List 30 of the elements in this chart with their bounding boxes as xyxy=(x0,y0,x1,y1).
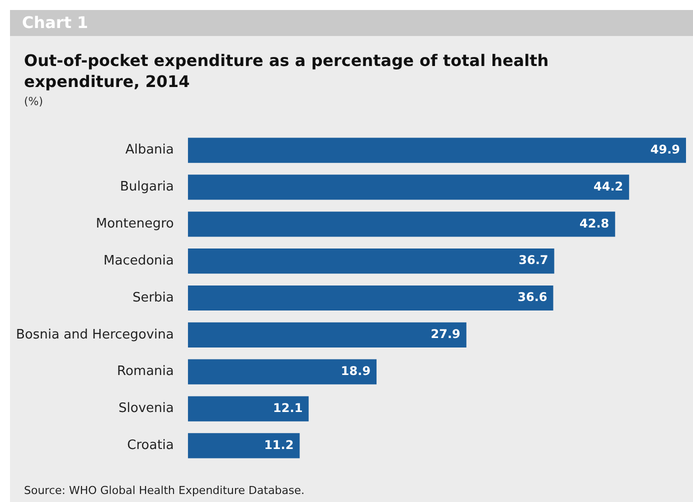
y-tick-label: Macedonia xyxy=(104,253,174,268)
data-label: 42.8 xyxy=(580,216,610,230)
y-tick-label: Serbia xyxy=(132,290,174,306)
data-label: 36.6 xyxy=(518,290,548,304)
y-tick-label: Albania xyxy=(125,142,174,158)
bar xyxy=(188,174,630,200)
bar xyxy=(188,138,686,163)
bar xyxy=(188,322,466,348)
y-tick-label: Bosnia and Hercegovina xyxy=(16,327,174,342)
text: (%) xyxy=(24,95,44,108)
y-tick-label: Slovenia xyxy=(118,401,174,416)
data-label: 11.2 xyxy=(264,438,294,452)
source-note: Source: WHO Global Health Expenditure Database. xyxy=(24,484,305,497)
data-label: 18.9 xyxy=(340,364,371,378)
data-label: 44.2 xyxy=(593,179,624,194)
chart-title: Out-of-pocket expenditure as a percentage of total health expenditure, 2014 xyxy=(24,50,550,92)
data-label: 49.9 xyxy=(650,142,680,156)
y-tick-label: Bulgaria xyxy=(120,180,174,195)
y-tick-label: Montenegro xyxy=(96,216,174,232)
bar xyxy=(188,285,554,311)
y-tick-label: Croatia xyxy=(127,438,174,454)
y-tick-label: Romania xyxy=(117,364,174,380)
bar xyxy=(188,359,377,384)
bar xyxy=(188,433,300,458)
data-label: 12.1 xyxy=(273,400,303,415)
data-label: 27.9 xyxy=(430,327,460,342)
bar xyxy=(188,396,309,422)
bar xyxy=(188,212,616,237)
bar xyxy=(188,248,554,274)
data-label: 36.7 xyxy=(518,253,548,268)
